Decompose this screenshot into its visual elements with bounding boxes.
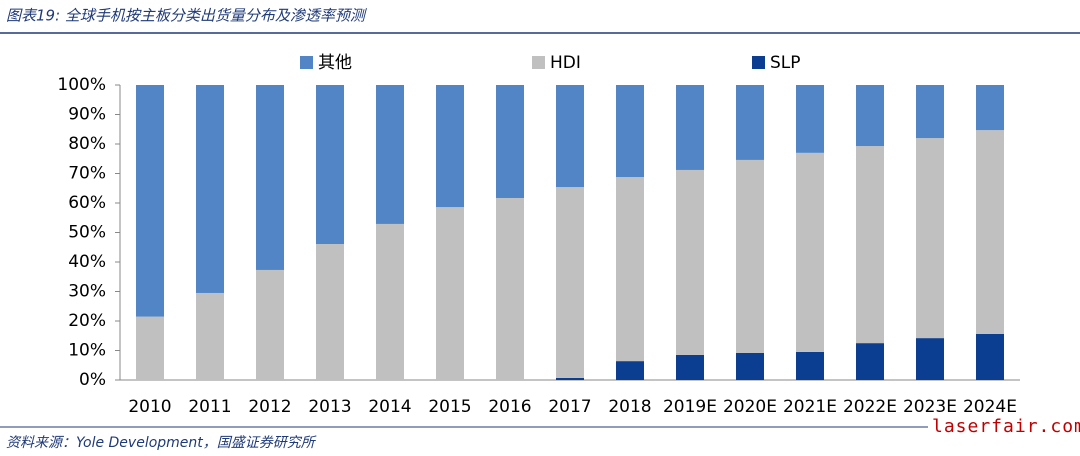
x-tick-label: 2014 [368,397,411,417]
bar-segment [736,159,764,353]
bar-segment [256,269,284,380]
x-tick-label: 2013 [308,397,351,417]
x-tick-label: 2018 [608,397,651,417]
bar-segment [856,146,884,344]
bar-segment [496,85,524,198]
bar-segment [256,85,284,270]
bar-segment [796,152,824,352]
y-tick-label: 0% [79,370,106,390]
x-tick-label: 2017 [548,397,591,417]
bar-segment [976,130,1004,334]
y-tick-label: 10% [68,341,106,361]
y-tick-label: 60% [68,193,106,213]
bar-segment [436,207,464,380]
bar-segment [916,338,944,380]
bar-segment [856,85,884,147]
legend-swatch [752,56,765,69]
legend-swatch [532,56,545,69]
x-tick-label: 2010 [128,397,171,417]
source: 资料来源：Yole Development，国盛证券研究所 [6,435,317,451]
bar-segment [196,292,224,380]
bar-segment [916,85,944,139]
legend-label: HDI [550,53,581,73]
bar-segment [556,377,584,380]
y-tick-label: 70% [68,164,106,184]
legend-swatch [300,56,313,69]
x-tick-label: 2024E [963,397,1017,417]
x-tick-label: 2012 [248,397,291,417]
x-tick-label: 2021E [783,397,837,417]
bar-segment [436,85,464,208]
bar-segment [616,85,644,178]
bar-segment [736,85,764,160]
bar-segment [736,352,764,380]
watermark-bg [928,413,1080,441]
bar-segment [376,223,404,380]
chart-title: 图表19: 全球手机按主板分类出货量分布及渗透率预测 [6,7,368,25]
y-tick-label: 40% [68,252,106,272]
bar-segment [856,343,884,380]
x-tick-label: 2023E [903,397,957,417]
bar-segment [676,85,704,170]
bar-segment [136,85,164,317]
watermark: laserfair.com [932,416,1080,437]
bar-segment [616,177,644,362]
x-tick-label: 2022E [843,397,897,417]
bar-segment [496,197,524,380]
bar-segment [196,85,224,293]
bar-segment [676,169,704,355]
legend-label: 其他 [318,53,352,73]
y-tick-label: 100% [57,75,106,95]
x-tick-label: 2020E [723,397,777,417]
bar-segment [616,361,644,380]
y-tick-label: 30% [68,282,106,302]
bar-segment [976,333,1004,380]
bar-segment [796,351,824,380]
y-tick-label: 80% [68,134,106,154]
bar-segment [376,85,404,224]
bar-segment [556,85,584,188]
x-tick-label: 2015 [428,397,471,417]
y-tick-label: 20% [68,311,106,331]
y-tick-label: 90% [68,105,106,125]
x-tick-label: 2011 [188,397,231,417]
bar-segment [136,316,164,380]
bar-segment [796,85,824,153]
bar-segment [916,138,944,339]
bar-segment [676,354,704,380]
bar-segment [316,85,344,245]
bar-segment [316,244,344,380]
bar-segment [556,187,584,378]
bar-segment [976,85,1004,131]
legend-label: SLP [770,53,801,73]
x-tick-label: 2019E [663,397,717,417]
x-tick-label: 2016 [488,397,531,417]
y-tick-label: 50% [68,223,106,243]
